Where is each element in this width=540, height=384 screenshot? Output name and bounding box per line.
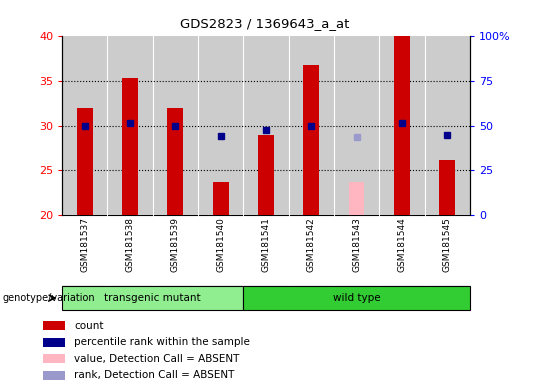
Text: transgenic mutant: transgenic mutant [104, 293, 201, 303]
Text: genotype/variation: genotype/variation [3, 293, 96, 303]
Text: rank, Detection Call = ABSENT: rank, Detection Call = ABSENT [74, 371, 234, 381]
Text: GSM181541: GSM181541 [261, 217, 271, 272]
Bar [122, 78, 138, 215]
Text: GSM181542: GSM181542 [307, 217, 316, 272]
Bar [394, 36, 410, 215]
Bar [43, 371, 65, 380]
Bar [349, 182, 365, 215]
Text: GSM181539: GSM181539 [171, 217, 180, 272]
Bar [244, 286, 470, 310]
Text: GSM181540: GSM181540 [216, 217, 225, 272]
Text: GSM181538: GSM181538 [126, 217, 134, 272]
Bar [43, 338, 65, 347]
Bar [303, 65, 319, 215]
Bar [439, 160, 455, 215]
Bar [258, 135, 274, 215]
Bar [167, 108, 183, 215]
Bar [213, 182, 228, 215]
Text: GSM181537: GSM181537 [80, 217, 89, 272]
Text: GDS2823 / 1369643_a_at: GDS2823 / 1369643_a_at [180, 17, 349, 30]
Bar [77, 108, 93, 215]
Text: count: count [74, 321, 104, 331]
Bar [62, 286, 244, 310]
Text: GSM181543: GSM181543 [352, 217, 361, 272]
Text: value, Detection Call = ABSENT: value, Detection Call = ABSENT [74, 354, 239, 364]
Text: wild type: wild type [333, 293, 380, 303]
Text: GSM181544: GSM181544 [397, 217, 406, 272]
Text: percentile rank within the sample: percentile rank within the sample [74, 337, 250, 347]
Text: GSM181545: GSM181545 [443, 217, 451, 272]
Bar [43, 354, 65, 364]
Bar [43, 321, 65, 330]
